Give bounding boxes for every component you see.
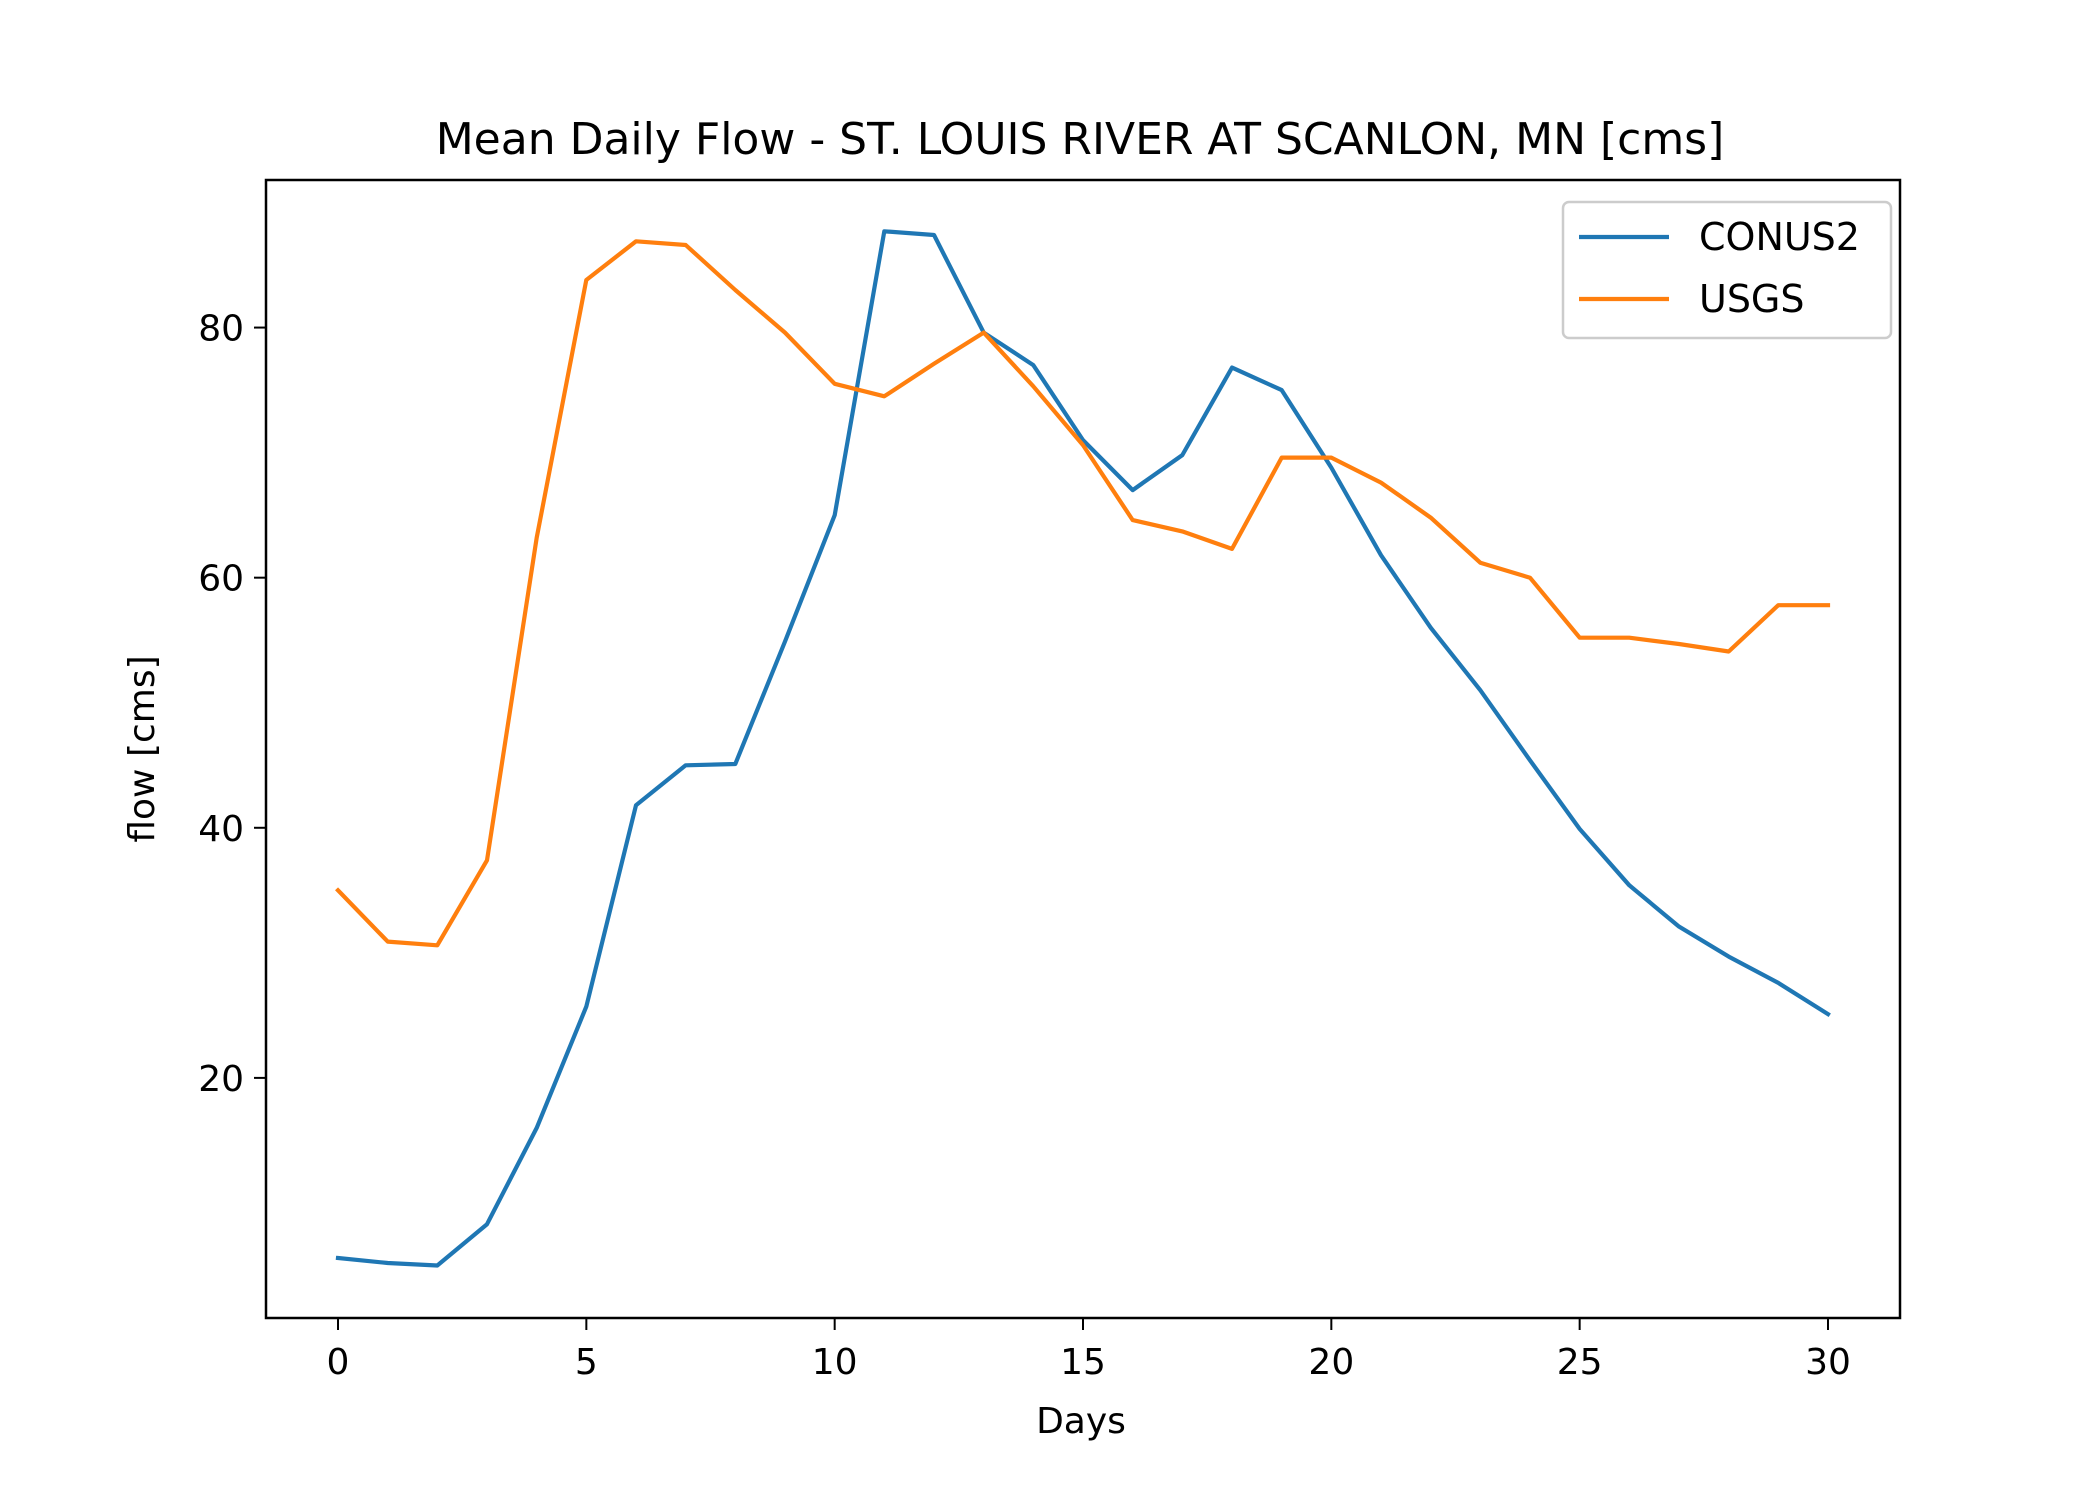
legend-label-usgs: USGS <box>1699 277 1805 321</box>
x-tick-label: 0 <box>327 1342 350 1383</box>
x-tick-label: 15 <box>1060 1342 1106 1383</box>
y-tick-label: 80 <box>198 309 244 350</box>
x-tick-label: 5 <box>575 1342 598 1383</box>
series-line-usgs <box>335 239 1831 948</box>
series-line-conus2 <box>335 229 1831 1268</box>
plot-area <box>335 229 1831 1268</box>
x-axis-label: Days <box>1036 1401 1126 1442</box>
y-tick-label: 60 <box>198 559 244 600</box>
axes: 0 5 10 15 20 25 30 20 40 60 80 <box>198 309 1851 1383</box>
x-tick-label: 25 <box>1557 1342 1603 1383</box>
x-tick-label: 30 <box>1805 1342 1851 1383</box>
y-tick-label: 40 <box>198 809 244 850</box>
x-tick-label: 10 <box>812 1342 858 1383</box>
chart-title: Mean Daily Flow - ST. LOUIS RIVER AT SCA… <box>436 114 1725 165</box>
legend-label-conus2: CONUS2 <box>1699 215 1860 259</box>
x-tick-label: 20 <box>1308 1342 1354 1383</box>
legend: CONUS2 USGS <box>1561 200 1893 340</box>
y-axis-label: flow [cms] <box>122 655 163 842</box>
y-tick-label: 20 <box>198 1059 244 1100</box>
